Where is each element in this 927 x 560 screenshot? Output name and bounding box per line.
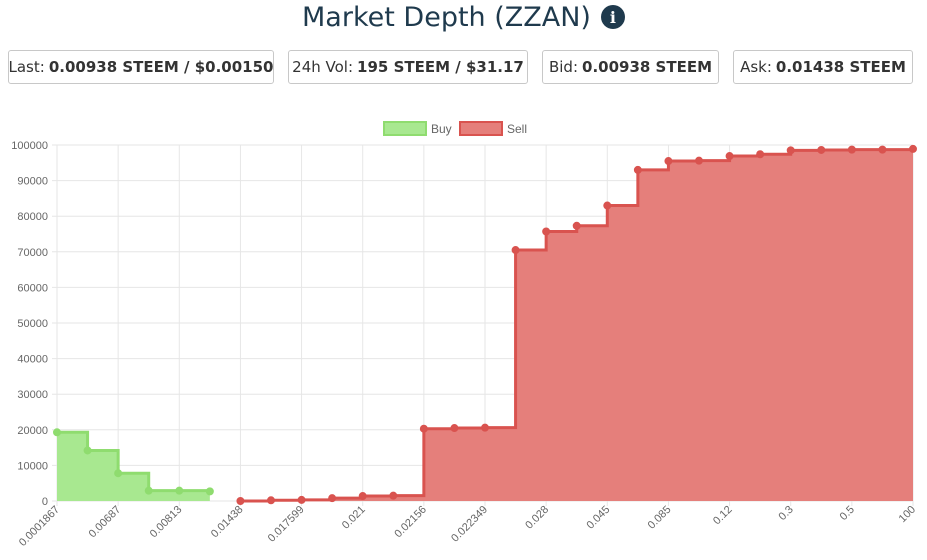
y-tick-label: 60000	[17, 282, 48, 294]
sell-data-point	[756, 150, 765, 159]
y-tick-label: 100000	[11, 140, 48, 152]
market-depth-chart: 0 10000 20000 30000 40000 50000 60000 70000 8000…	[11, 121, 918, 549]
sell-data-point	[542, 227, 551, 236]
buy-data-point	[83, 446, 92, 455]
y-tick-label: 40000	[17, 354, 48, 366]
x-tick-label: 0.045	[584, 504, 612, 532]
buy-data-point	[114, 469, 123, 478]
last-value: 0.00938 STEEM / $0.00150	[48, 58, 274, 76]
volume-badge: 24h Vol: 195 STEEM / $31.17	[288, 50, 528, 84]
last-price-badge: Last: 0.00938 STEEM / $0.00150	[8, 50, 274, 84]
y-tick-label: 0	[42, 496, 48, 508]
bid-label: Bid:	[548, 58, 579, 76]
x-tick-label: 0.02156	[392, 504, 429, 541]
ask-badge: Ask: 0.01438 STEEM	[733, 50, 913, 84]
y-tick-label: 20000	[17, 425, 48, 437]
buy-legend-swatch	[383, 121, 427, 136]
y-tick-label: 80000	[17, 211, 48, 223]
sell-data-point	[909, 144, 917, 153]
buy-data-point	[175, 486, 184, 495]
buy-series-area	[57, 432, 210, 501]
buy-data-point	[205, 487, 214, 496]
sell-data-point	[664, 157, 673, 166]
sell-data-point	[633, 165, 642, 174]
series-points	[53, 144, 917, 505]
bid-badge: Bid: 0.00938 STEEM	[542, 50, 719, 84]
ask-label: Ask:	[740, 58, 772, 76]
x-tick-label: 0.00813	[148, 504, 185, 541]
sell-data-point	[572, 221, 581, 230]
sell-data-point	[267, 496, 275, 505]
header: Market Depth (ZZAN) i	[0, 0, 927, 34]
x-tick-label: 0.5	[838, 504, 857, 523]
sell-series-area	[240, 148, 913, 501]
x-tick-label: 100	[897, 504, 918, 525]
x-tick-label: 0.01438	[209, 504, 246, 541]
page-title: Market Depth (ZZAN)	[302, 1, 591, 33]
buy-data-point	[53, 428, 61, 437]
x-tick-label: 0.021	[340, 504, 368, 532]
sell-data-point	[389, 491, 398, 500]
sell-data-point	[603, 201, 612, 210]
info-icon[interactable]: i	[600, 5, 625, 29]
sell-data-point	[847, 145, 856, 154]
x-tick-label: 0.3	[777, 504, 796, 523]
y-tick-label: 30000	[17, 389, 48, 401]
sell-data-point	[358, 492, 367, 501]
legend: Buy Sell	[383, 121, 527, 136]
sell-data-point	[511, 246, 520, 255]
x-tick-label: 0.017599	[266, 504, 307, 545]
bid-value: 0.00938 STEEM	[582, 58, 713, 76]
sell-data-point	[419, 424, 428, 433]
y-tick-label: 70000	[17, 247, 48, 259]
sell-data-point	[236, 497, 245, 505]
sell-data-point	[786, 146, 795, 155]
sell-data-point	[481, 423, 489, 432]
y-tick-label: 50000	[17, 318, 48, 330]
vol-label: 24h Vol:	[292, 58, 354, 76]
sell-data-point	[725, 152, 734, 161]
sell-data-point	[695, 156, 703, 165]
x-tick-label: 0.0001867	[17, 504, 62, 549]
sell-data-point	[817, 145, 826, 154]
x-tick-label: 0.022349	[449, 504, 490, 545]
sell-data-point	[878, 145, 887, 154]
sell-legend-label: Sell	[507, 122, 527, 136]
y-tick-label: 90000	[17, 176, 48, 188]
x-tick-label: 0.085	[646, 504, 674, 532]
ask-value: 0.01438 STEEM	[775, 58, 906, 76]
buy-data-point	[144, 486, 153, 495]
x-tick-label: 0.12	[711, 504, 735, 528]
buy-series-line	[57, 430, 212, 493]
sell-legend-swatch	[459, 121, 503, 136]
x-tick-label: 0.028	[523, 504, 551, 532]
x-tick-label: 0.00687	[87, 504, 124, 541]
sell-data-point	[297, 495, 306, 504]
y-tick-label: 10000	[17, 460, 48, 472]
buy-legend-label: Buy	[431, 122, 452, 136]
sell-data-point	[328, 494, 337, 503]
vol-value: 195 STEEM / $31.17	[357, 58, 524, 76]
sell-data-point	[450, 424, 459, 433]
last-label: Last:	[8, 58, 45, 76]
